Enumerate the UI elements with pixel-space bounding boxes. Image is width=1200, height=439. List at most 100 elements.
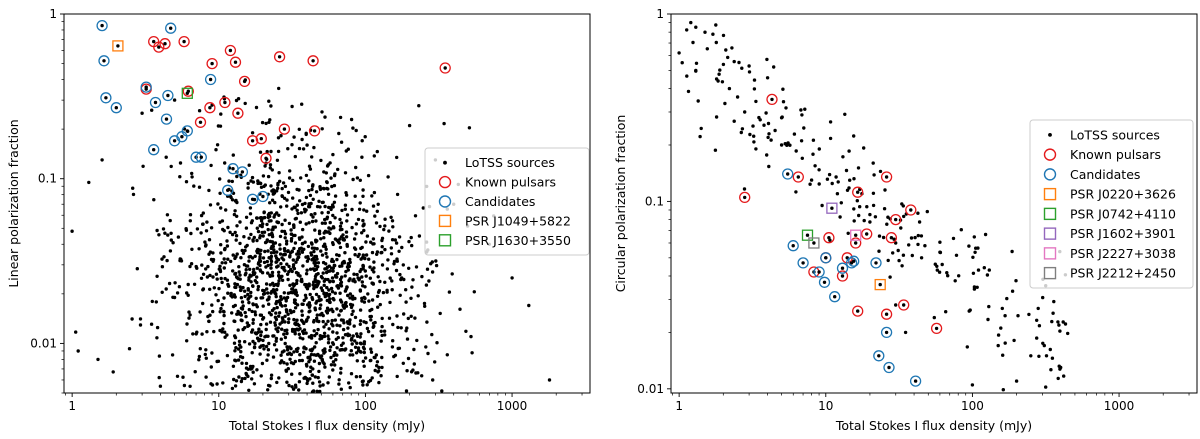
data-point (358, 308, 363, 312)
data-point (307, 221, 311, 225)
data-point (407, 123, 412, 128)
data-point (689, 20, 693, 25)
data-point (192, 282, 197, 286)
data-point (965, 345, 969, 349)
data-point (342, 321, 346, 325)
data-point (275, 299, 279, 304)
legend-item: Known pulsars (438, 175, 556, 190)
data-point (150, 108, 154, 112)
marker-center-dot (878, 282, 882, 287)
data-point (295, 278, 299, 283)
data-point (162, 255, 166, 259)
data-point (214, 148, 218, 152)
marker-center-dot (884, 330, 889, 335)
data-point (271, 355, 276, 359)
data-point (285, 362, 289, 366)
legend-dot-marker (443, 160, 447, 165)
data-point (181, 375, 185, 379)
y-tick-label: 0.01 (637, 382, 664, 396)
data-point (309, 213, 313, 217)
data-point (199, 213, 204, 218)
data-point (783, 142, 787, 146)
marker-center-dot (198, 120, 203, 125)
data-point (272, 248, 276, 252)
data-point (233, 384, 238, 388)
data-point (343, 171, 348, 175)
data-point (256, 284, 261, 289)
data-point (277, 86, 281, 91)
data-point (293, 301, 298, 306)
data-point (354, 351, 359, 355)
data-point (919, 234, 924, 238)
data-point (360, 275, 364, 279)
data-point (401, 263, 405, 267)
data-point (314, 341, 318, 345)
marker-circle (797, 257, 809, 269)
data-point (331, 213, 335, 218)
data-point (155, 274, 159, 278)
data-point (304, 255, 308, 259)
data-point (361, 218, 365, 223)
data-point (839, 201, 843, 205)
data-point (416, 294, 420, 298)
data-point (331, 296, 335, 301)
data-point (364, 274, 368, 278)
marker-circle (898, 299, 910, 311)
data-point (420, 274, 424, 279)
data-point (275, 380, 279, 385)
data-point (218, 264, 222, 268)
data-point (348, 318, 352, 322)
data-point (237, 339, 242, 344)
data-point (247, 300, 251, 305)
data-point (273, 315, 278, 319)
data-point (267, 233, 271, 237)
data-point (252, 382, 257, 386)
legend-square-marker (438, 234, 452, 247)
data-point (222, 257, 226, 261)
data-point (216, 359, 221, 363)
data-point (290, 372, 294, 376)
data-point (794, 149, 798, 153)
data-point (376, 202, 380, 206)
data-point (292, 135, 296, 139)
data-point (235, 214, 239, 218)
data-point (320, 127, 324, 131)
data-point (300, 250, 305, 254)
data-point (280, 327, 284, 331)
data-point (248, 267, 252, 271)
data-point (242, 235, 246, 239)
data-point (278, 243, 282, 247)
data-point (310, 347, 315, 351)
data-point (415, 338, 419, 343)
data-point (271, 334, 275, 338)
data-point (270, 168, 274, 172)
data-point (311, 267, 316, 271)
data-point (883, 188, 887, 192)
data-point (206, 314, 210, 319)
data-point (259, 313, 264, 317)
data-point (326, 381, 330, 385)
data-point (1014, 379, 1019, 383)
data-point (338, 217, 342, 222)
data-point (291, 258, 295, 262)
data-point (1037, 354, 1041, 358)
data-point (341, 341, 345, 345)
data-point (341, 238, 345, 242)
data-point (327, 375, 331, 379)
data-point (1001, 353, 1005, 357)
data-point (353, 194, 357, 198)
data-point (275, 305, 279, 310)
data-point (234, 238, 238, 242)
data-point (378, 302, 382, 307)
data-point (305, 268, 309, 272)
marker-circle (159, 38, 171, 50)
data-point (338, 324, 342, 328)
data-point (433, 360, 437, 364)
legend-circle-marker (1043, 148, 1057, 161)
data-point (358, 288, 362, 292)
data-point (328, 348, 332, 353)
data-point (765, 57, 769, 62)
data-point (361, 253, 365, 257)
data-point (195, 227, 200, 231)
